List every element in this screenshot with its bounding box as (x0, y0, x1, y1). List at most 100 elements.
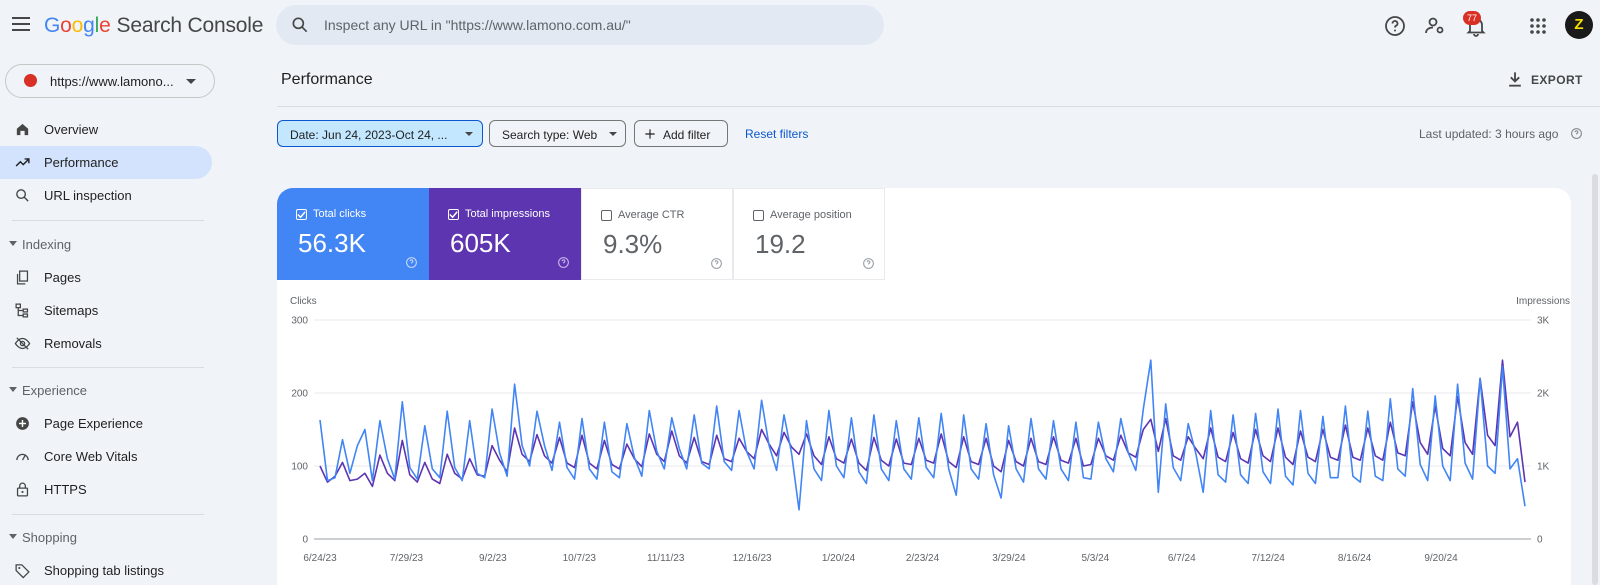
x-tick-label: 7/12/24 (1252, 553, 1286, 564)
checkbox-unchecked-icon[interactable] (753, 210, 764, 221)
manage-users-icon[interactable] (1423, 14, 1447, 38)
sidebar-item-label: Pages (44, 270, 81, 285)
checkbox-unchecked-icon[interactable] (601, 210, 612, 221)
scrollbar[interactable] (1592, 174, 1598, 585)
eye-off-icon (14, 337, 31, 350)
y2-tick-label: 3K (1537, 316, 1550, 327)
trending-icon (15, 158, 30, 167)
sidebar-item-label: HTTPS (44, 482, 87, 497)
x-tick-label: 10/7/23 (563, 553, 597, 564)
sidebar-divider (12, 367, 204, 368)
x-tick-label: 6/24/23 (303, 553, 337, 564)
logo-letter: g (83, 14, 95, 37)
date-filter-chip[interactable]: Date: Jun 24, 2023-Oct 24, ... (277, 120, 483, 147)
y-tick-label: 300 (291, 316, 308, 327)
x-tick-label: 2/23/24 (906, 553, 940, 564)
sidebar-divider (12, 220, 204, 221)
checkbox-checked-icon[interactable] (448, 209, 459, 220)
sidebar-item-removals[interactable]: Removals (0, 327, 212, 360)
sidebar-item-shopping-tab-listings[interactable]: Shopping tab listings (0, 554, 212, 585)
add-filter-button[interactable]: Add filter (634, 120, 728, 147)
x-tick-label: 12/16/23 (733, 553, 772, 564)
help-icon[interactable] (1570, 127, 1583, 140)
performance-chart: Clicks Impressions 0 0 100 1K 200 2K 300 3K 6/24/2… (290, 296, 1570, 564)
logo-letter: G (44, 14, 61, 37)
metric-average-ctr[interactable]: Average CTR 9.3% (581, 188, 733, 280)
menu-icon[interactable] (10, 14, 32, 36)
y-tick-label: 0 (302, 535, 308, 546)
x-tick-label: 6/7/24 (1168, 553, 1196, 564)
logo-letter: l (94, 14, 100, 37)
help-icon[interactable] (557, 256, 570, 269)
logo-letter: o (71, 14, 84, 37)
y2-tick-label: 2K (1537, 389, 1550, 400)
sidebar-item-overview[interactable]: Overview (0, 113, 212, 146)
chevron-down-icon (186, 79, 196, 84)
url-inspection-search[interactable] (276, 5, 884, 45)
chip-label: Date: Jun 24, 2023-Oct 24, ... (290, 128, 448, 142)
help-icon[interactable] (710, 257, 723, 270)
metric-label: Total clicks (313, 208, 367, 220)
sidebar-item-sitemaps[interactable]: Sitemaps (0, 294, 212, 327)
sidebar-item-core-web-vitals[interactable]: Core Web Vitals (0, 440, 212, 473)
logo-letter: e (99, 14, 111, 37)
sidebar-item-https[interactable]: HTTPS (0, 473, 212, 506)
plus-circle-icon (16, 417, 29, 430)
x-tick-label: 1/20/24 (822, 553, 856, 564)
metric-total-clicks[interactable]: Total clicks 56.3K (277, 188, 429, 280)
search-input[interactable] (324, 5, 864, 45)
x-tick-label: 7/29/23 (390, 553, 424, 564)
chip-label: Search type: Web (502, 128, 598, 142)
metric-average-position[interactable]: Average position 19.2 (733, 188, 885, 280)
download-icon (1509, 72, 1521, 87)
product-logo[interactable]: Google Search Console (44, 14, 263, 38)
metric-total-impressions[interactable]: Total impressions 605K (429, 188, 581, 280)
help-icon[interactable] (862, 257, 875, 270)
section-label: Shopping (22, 530, 77, 545)
metric-value: 605K (450, 228, 511, 258)
help-icon[interactable] (405, 256, 418, 269)
avatar[interactable]: Z (1565, 11, 1593, 39)
search-type-filter-chip[interactable]: Search type: Web (489, 120, 626, 147)
tag-icon (15, 564, 30, 579)
sitemap-icon (15, 303, 29, 318)
sidebar-item-label: URL inspection (44, 188, 132, 203)
last-updated-text: Last updated: 3 hours ago (1419, 127, 1559, 141)
section-header-experience[interactable]: Experience (0, 378, 210, 402)
lock-icon (16, 482, 29, 497)
section-label: Experience (22, 383, 88, 398)
chevron-down-icon (609, 132, 617, 136)
help-icon[interactable] (1383, 14, 1407, 38)
chevron-down-icon (465, 132, 473, 136)
page-title: Performance (281, 71, 373, 88)
sidebar-item-page-experience[interactable]: Page Experience (0, 407, 212, 440)
metric-value: 9.3% (603, 229, 663, 259)
checkbox-checked-icon[interactable] (296, 209, 307, 220)
sidebar-item-pages[interactable]: Pages (0, 261, 212, 294)
sidebar-item-label: Sitemaps (44, 303, 99, 318)
x-tick-label: 11/11/23 (647, 553, 685, 564)
chip-label: Add filter (663, 128, 711, 142)
x-tick-label: 9/2/23 (479, 553, 507, 564)
section-header-shopping[interactable]: Shopping (0, 525, 210, 549)
apps-grid-icon[interactable] (1526, 14, 1550, 38)
series-line-impressions (319, 359, 1526, 488)
reset-filters-link[interactable]: Reset filters (745, 127, 809, 141)
sidebar-item-url-inspection[interactable]: URL inspection (0, 179, 212, 212)
metric-label: Average position (770, 209, 852, 221)
collapse-triangle-icon (9, 387, 17, 392)
section-header-indexing[interactable]: Indexing (0, 232, 210, 256)
y2-tick-label: 0 (1537, 535, 1543, 546)
x-tick-label: 8/16/24 (1338, 553, 1372, 564)
search-icon (292, 17, 308, 33)
property-url: https://www.lamono... (50, 74, 174, 89)
sidebar-item-performance[interactable]: Performance (0, 146, 212, 179)
sidebar-item-label: Core Web Vitals (44, 449, 138, 464)
metric-label: Average CTR (618, 209, 685, 221)
metric-label: Total impressions (465, 208, 550, 220)
x-tick-label: 9/20/24 (1424, 553, 1458, 564)
property-selector[interactable]: https://www.lamono... (5, 64, 215, 98)
y2-tick-label: 1K (1537, 462, 1550, 473)
search-icon (16, 189, 29, 202)
